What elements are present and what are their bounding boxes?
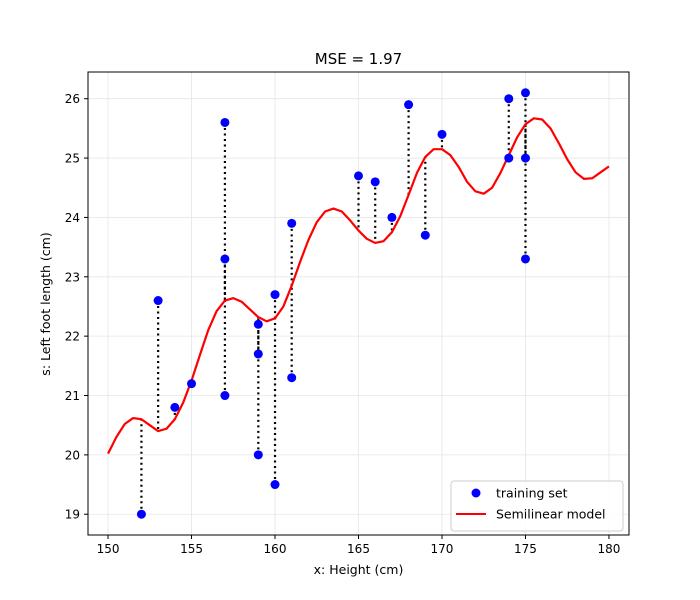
training-point xyxy=(520,88,530,98)
training-point xyxy=(270,290,280,300)
training-point xyxy=(253,349,263,359)
chart-title: MSE = 1.97 xyxy=(315,50,402,68)
training-point xyxy=(220,117,230,127)
y-tick-label: 19 xyxy=(65,508,80,522)
training-point xyxy=(270,480,280,490)
legend-marker-training-set xyxy=(471,488,481,498)
y-tick-label: 26 xyxy=(65,92,80,106)
y-tick-label: 21 xyxy=(65,389,80,403)
y-tick-label: 20 xyxy=(65,448,80,462)
training-point xyxy=(220,391,230,401)
scatter-points xyxy=(136,88,530,519)
x-axis-title: x: Height (cm) xyxy=(314,562,404,577)
legend-box xyxy=(450,480,624,532)
training-point xyxy=(187,379,197,389)
training-point xyxy=(420,230,430,240)
x-tick-label: 160 xyxy=(264,542,287,556)
axis-ticks: 150 155 160 165 170 175 180 19 20 21 22 23 24 25 26 xyxy=(65,92,621,556)
training-point xyxy=(253,450,263,460)
x-tick-label: 180 xyxy=(598,542,621,556)
training-point xyxy=(437,129,447,139)
training-point xyxy=(220,254,230,264)
y-tick-label: 24 xyxy=(65,211,80,225)
training-point xyxy=(520,153,530,163)
x-tick-label: 150 xyxy=(97,542,120,556)
grid xyxy=(88,72,629,535)
legend-label-training-set: training set xyxy=(496,486,568,501)
x-tick-label: 155 xyxy=(180,542,203,556)
training-point xyxy=(404,100,414,110)
x-tick-label: 170 xyxy=(431,542,454,556)
training-point xyxy=(170,402,180,412)
training-point xyxy=(387,212,397,222)
y-tick-label: 23 xyxy=(65,270,80,284)
x-tick-label: 175 xyxy=(514,542,537,556)
training-point xyxy=(504,153,514,163)
training-point xyxy=(287,218,297,228)
residual-lines xyxy=(140,92,527,515)
training-point xyxy=(520,254,530,264)
training-point xyxy=(504,94,514,104)
training-point xyxy=(153,296,163,306)
training-point xyxy=(370,177,380,187)
x-tick-label: 165 xyxy=(347,542,370,556)
y-tick-label: 25 xyxy=(65,152,80,166)
training-point xyxy=(136,509,146,519)
training-point xyxy=(354,171,363,181)
legend-label-semilinear-model: Semilinear model xyxy=(496,507,606,522)
y-tick-label: 22 xyxy=(65,330,80,344)
training-point xyxy=(287,373,297,383)
y-axis-title: s: Left foot length (cm) xyxy=(38,232,53,375)
legend: training set Semilinear model xyxy=(450,480,624,532)
training-point xyxy=(253,319,263,329)
